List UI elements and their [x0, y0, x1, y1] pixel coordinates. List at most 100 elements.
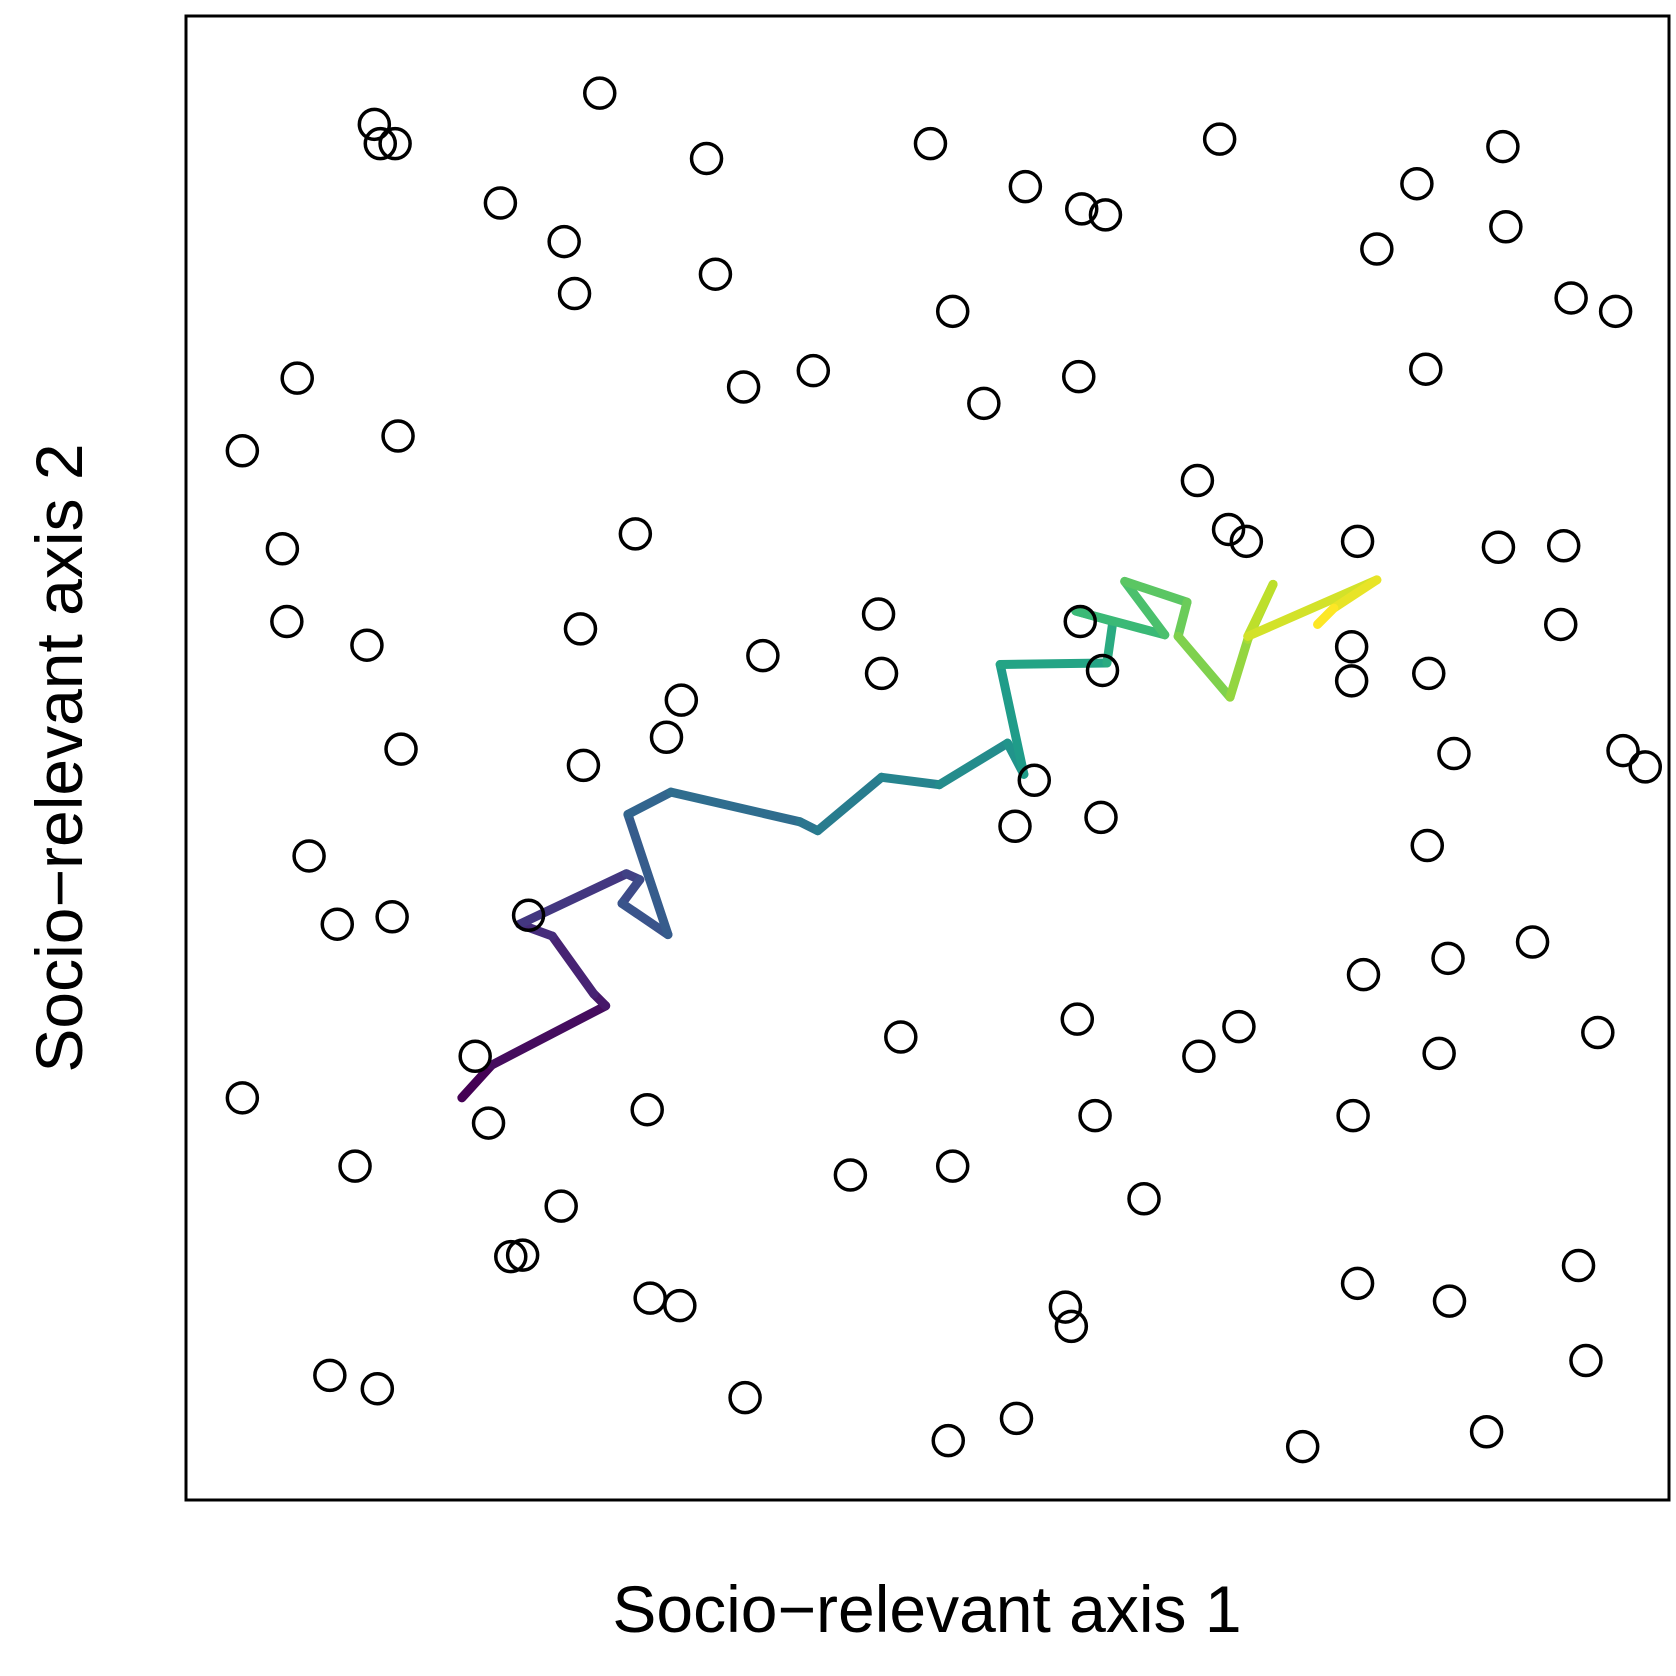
scatter-point	[280, 361, 314, 395]
scatter-point	[1561, 1248, 1596, 1283]
scatter-point	[1054, 1309, 1089, 1344]
scatter-point	[663, 1288, 697, 1323]
scatter-point	[633, 1281, 667, 1315]
trajectory-segment	[1225, 634, 1253, 702]
scatter-point	[1229, 524, 1264, 559]
trajectory-segment	[623, 787, 676, 819]
scatter-point	[833, 1158, 868, 1192]
y-axis-title: Socio−relevant axis 2	[22, 443, 96, 1072]
scatter-point	[1340, 1266, 1375, 1301]
scatter-point	[967, 386, 1001, 421]
scatter-point	[1127, 1181, 1161, 1216]
scatter-point	[1048, 1290, 1083, 1324]
scatter-point	[1062, 359, 1096, 394]
trajectory-segment	[486, 1001, 611, 1070]
trajectory-segment	[995, 660, 1029, 779]
trajectory-segment	[666, 787, 805, 827]
scatter-point	[375, 900, 409, 934]
scatter-point	[1360, 232, 1394, 266]
scatter-point	[1412, 656, 1446, 691]
scatter-point	[505, 1238, 540, 1272]
trajectory-segment	[623, 809, 673, 940]
scatter-point	[547, 224, 581, 259]
scatter-point	[1078, 1098, 1112, 1133]
scatter-point	[1409, 352, 1443, 386]
trajectory-segment	[813, 772, 887, 836]
trajectory-segment	[547, 931, 599, 999]
scatter-point	[313, 1358, 347, 1393]
trajectory-segment	[1173, 631, 1235, 702]
scatter-point	[1336, 1098, 1370, 1133]
scatter-point	[664, 683, 699, 717]
scatter-point	[225, 1081, 260, 1115]
scatter-point	[363, 126, 398, 161]
scatter-point	[1202, 122, 1237, 156]
scatter-point	[913, 126, 948, 161]
scatter-point	[698, 257, 733, 291]
scatter-point	[1410, 828, 1445, 863]
scatter-point	[1486, 129, 1520, 164]
scatter-point	[1222, 1009, 1256, 1044]
scatter-point	[935, 294, 970, 329]
x-axis-title: Socio−relevant axis 1	[612, 1572, 1241, 1646]
scatter-point	[458, 1039, 492, 1074]
scatter-point	[225, 434, 260, 468]
scatter-point	[583, 76, 617, 110]
trajectory-layer	[457, 575, 1382, 1103]
scatter-point	[563, 612, 598, 646]
trajectory-segment	[1120, 576, 1170, 640]
scatter-point	[1285, 1429, 1320, 1464]
scatter-point	[630, 1092, 664, 1127]
trajectory-segment	[1329, 575, 1382, 613]
scatter-point	[384, 732, 418, 766]
trajectory-segment	[617, 898, 673, 940]
scatter-point	[884, 1020, 918, 1054]
scatter-point	[483, 186, 518, 220]
trajectory-segment	[877, 772, 944, 790]
trajectory-segment	[1243, 579, 1278, 641]
scatter-point	[1628, 750, 1663, 784]
scatter-point	[494, 1239, 528, 1274]
scatter-point	[270, 604, 304, 639]
scatter-point	[728, 1380, 762, 1415]
scatter-point	[1581, 1015, 1615, 1050]
scatter-point	[618, 517, 653, 551]
scatter-point	[1084, 800, 1118, 835]
scatter-point	[649, 720, 684, 754]
scatter-point	[1489, 209, 1523, 244]
scatter-point	[292, 839, 326, 873]
scatter-point	[1432, 1284, 1467, 1318]
scatter-point	[357, 107, 392, 142]
scatter-point	[1422, 1036, 1456, 1071]
scatter-point	[796, 353, 831, 388]
scatter-point	[1060, 1002, 1095, 1036]
scatter-point	[1085, 653, 1120, 688]
scatter-point	[1469, 1414, 1504, 1449]
scatter-point	[566, 748, 601, 783]
scatter-point	[1211, 512, 1246, 547]
scatter-point	[1606, 733, 1640, 768]
trajectory-segment	[1173, 597, 1192, 641]
scatter-point	[1431, 941, 1465, 976]
scatter-point	[1064, 192, 1099, 226]
scatter-point	[861, 597, 896, 631]
scatter-point	[746, 638, 780, 673]
scatter-point	[1340, 524, 1375, 559]
trajectory-segment	[457, 1060, 496, 1103]
trajectory-segment	[934, 738, 1013, 790]
trajectory-segment	[515, 869, 631, 929]
scatter-point	[338, 1149, 372, 1183]
scatter-point	[1515, 925, 1550, 959]
scatter-point	[1182, 1039, 1216, 1074]
scatter-point	[360, 1371, 395, 1406]
trajectory-segment	[1071, 606, 1170, 640]
scatter-point	[1017, 763, 1052, 798]
scatter-point	[511, 898, 546, 933]
scatter-point	[471, 1106, 506, 1140]
scatter-point	[1088, 198, 1123, 232]
scatter-point	[1063, 604, 1097, 639]
scatter-point	[1180, 463, 1215, 498]
plot-frame	[184, 14, 1671, 1502]
scatter-point	[557, 276, 592, 311]
